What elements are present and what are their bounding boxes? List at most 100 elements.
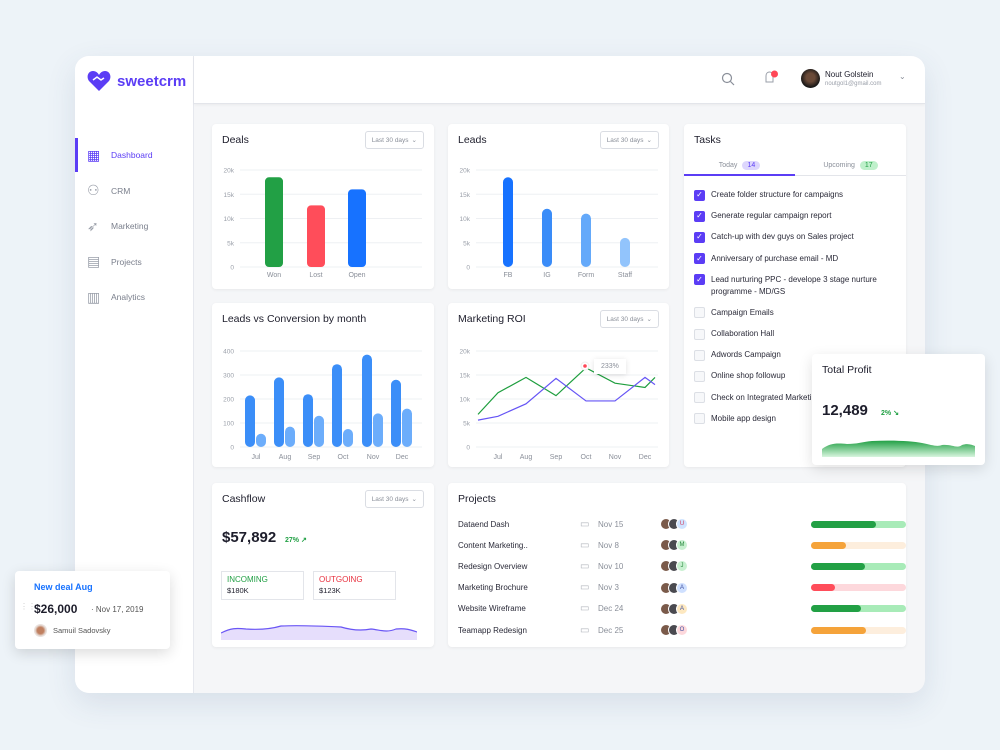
new-deal-popup[interactable]: New deal Aug ⋮⋮ $26,000 · Nov 17, 2019 S… [15,571,170,649]
chevron-down-icon[interactable]: ⌄ [899,72,906,81]
checkbox[interactable]: ✓ [694,210,705,222]
checkbox[interactable] [694,328,705,340]
progress-bar [811,520,906,528]
date-range-dropdown[interactable]: Last 30 days ⌄ [364,490,424,508]
y-tick-label: 10k [460,216,471,223]
progress-fill [811,605,862,613]
progress-bar [811,605,906,613]
tab-label: Upcoming [823,162,855,169]
task-item[interactable]: Adwords Campaign [694,349,894,361]
checkbox[interactable] [694,349,705,361]
trend-up-icon: ↗ [300,537,307,544]
x-tick-label: Lost [309,272,322,279]
project-row[interactable]: Content Marketing.. ▭ Nov 8 M [458,537,906,553]
tab-upcoming[interactable]: Upcoming 17 [795,156,906,176]
sidebar-item-analytics[interactable]: ▥ Analytics [75,280,194,314]
task-item[interactable]: Campaign Emails [694,307,894,319]
project-name: Website Wireframe [458,604,526,614]
project-name: Marketing Brochure [458,583,528,593]
user-avatar[interactable] [801,69,820,88]
date-range-dropdown[interactable]: Last 30 days ⌄ [599,131,659,149]
trend-down-icon: ↘ [893,410,899,417]
task-item[interactable]: ✓ Lead nurturing PPC - develope 3 stage n… [694,274,894,298]
date-range-dropdown[interactable]: Last 30 days ⌄ [599,310,659,328]
bar-leads-jul [245,395,255,447]
task-item[interactable]: Mobile app design [694,413,894,425]
logo[interactable]: sweetcrm [87,70,186,92]
checkbox[interactable]: ✓ [694,231,705,243]
sidebar-item-label: Projects [111,256,142,267]
project-row[interactable]: Redesign Overview ▭ Nov 10 J [458,558,906,574]
y-tick-label: 5k [463,421,471,428]
calendar-icon: ▭ [580,518,590,530]
checkbox[interactable] [694,392,705,404]
project-date: Dec 25 [598,625,624,635]
checkbox[interactable] [694,413,705,425]
task-item[interactable]: ✓ Catch-up with dev guys on Sales project [694,231,894,243]
document-icon: ▤ [87,253,101,269]
search-icon[interactable] [721,72,735,86]
checkbox[interactable]: ✓ [694,274,705,286]
bell-icon[interactable] [763,70,779,86]
bar-conversion-nov [373,413,383,447]
presentation-chart-icon: ▥ [87,288,101,305]
calendar-icon: ▭ [580,603,590,615]
avatar-initial: O [676,624,688,636]
bar-won [265,177,283,267]
deals-chart: 0 5k 10k 15k 20k Won Lost Open [224,168,422,279]
calendar-icon: ▭ [580,539,590,551]
bar-ig [542,208,552,267]
card-title: Cashflow [222,493,266,505]
task-text: Adwords Campaign [711,350,781,360]
x-tick-label: Oct [338,454,349,461]
checkbox[interactable] [694,307,705,319]
deal-amount: $26,000 [34,602,78,616]
x-tick-label: Dec [396,454,409,461]
rocket-icon: ➶ [87,217,99,234]
avatar-initial: U [676,518,688,530]
progress-fill [811,520,876,528]
bar-staff [620,237,630,267]
task-item[interactable]: Check on Integrated Marketing [694,392,894,404]
date-range-dropdown[interactable]: Last 30 days ⌄ [364,131,424,149]
checkbox[interactable]: ✓ [694,253,705,265]
drag-handle-icon[interactable]: ⋮⋮ [20,602,36,611]
sidebar-item-projects[interactable]: ▤ Projects [75,245,194,279]
card-title: Marketing ROI [458,313,526,325]
deals-card: Deals Last 30 days ⌄ 0 5k 10k 15k 20k Won Lost O… [212,124,434,289]
chevron-down-icon: ⌄ [411,137,417,144]
line-purple [477,376,656,421]
task-item[interactable]: ✓ Anniversary of purchase email - MD [694,253,894,265]
project-row[interactable]: Teamapp Redesign ▭ Dec 25 O [458,622,906,638]
avatar-initial: A [676,581,688,594]
sidebar-item-label: Analytics [111,292,146,302]
checkbox[interactable] [694,370,705,382]
count-badge: 14 [742,160,761,170]
sidebar-item-marketing[interactable]: ➶ Marketing [75,209,194,243]
notification-dot [771,70,778,78]
project-name: Redesign Overview [458,561,528,571]
user-email: noutgol1@gmail.com [825,81,882,87]
task-text: Lead nurturing PPC - develope 3 stage nu… [711,274,877,296]
avatar-group: A [660,581,688,594]
y-tick-label: 0 [230,445,234,452]
sidebar-item-crm[interactable]: ⚇ CRM [75,174,194,208]
incoming-box: INCOMING $180K [221,571,304,600]
task-item[interactable]: ✓ Create folder structure for campaigns [694,189,894,201]
checkbox[interactable]: ✓ [694,189,705,201]
user-name: Nout Golstein [825,70,874,79]
bar-conversion-jul [256,433,266,447]
tab-today[interactable]: Today 14 [684,156,795,176]
project-row[interactable]: Website Wireframe ▭ Dec 24 A [458,601,906,617]
task-item[interactable]: ✓ Generate regular campaign report [694,210,894,222]
sidebar-item-dashboard[interactable]: ▦ Dashboard [75,138,194,172]
task-item[interactable]: Online shop followup [694,370,894,382]
x-tick-label: Open [348,272,365,279]
bar-leads-aug [274,377,284,447]
project-row[interactable]: Marketing Brochure ▭ Nov 3 A [458,580,906,596]
task-item[interactable]: Collaboration Hall [694,328,894,340]
project-date: Nov 8 [598,540,619,550]
org-chart-icon: ⚇ [87,182,100,198]
tooltip-dot [583,364,587,368]
project-row[interactable]: Dataend Dash ▭ Nov 15 U [458,516,906,532]
